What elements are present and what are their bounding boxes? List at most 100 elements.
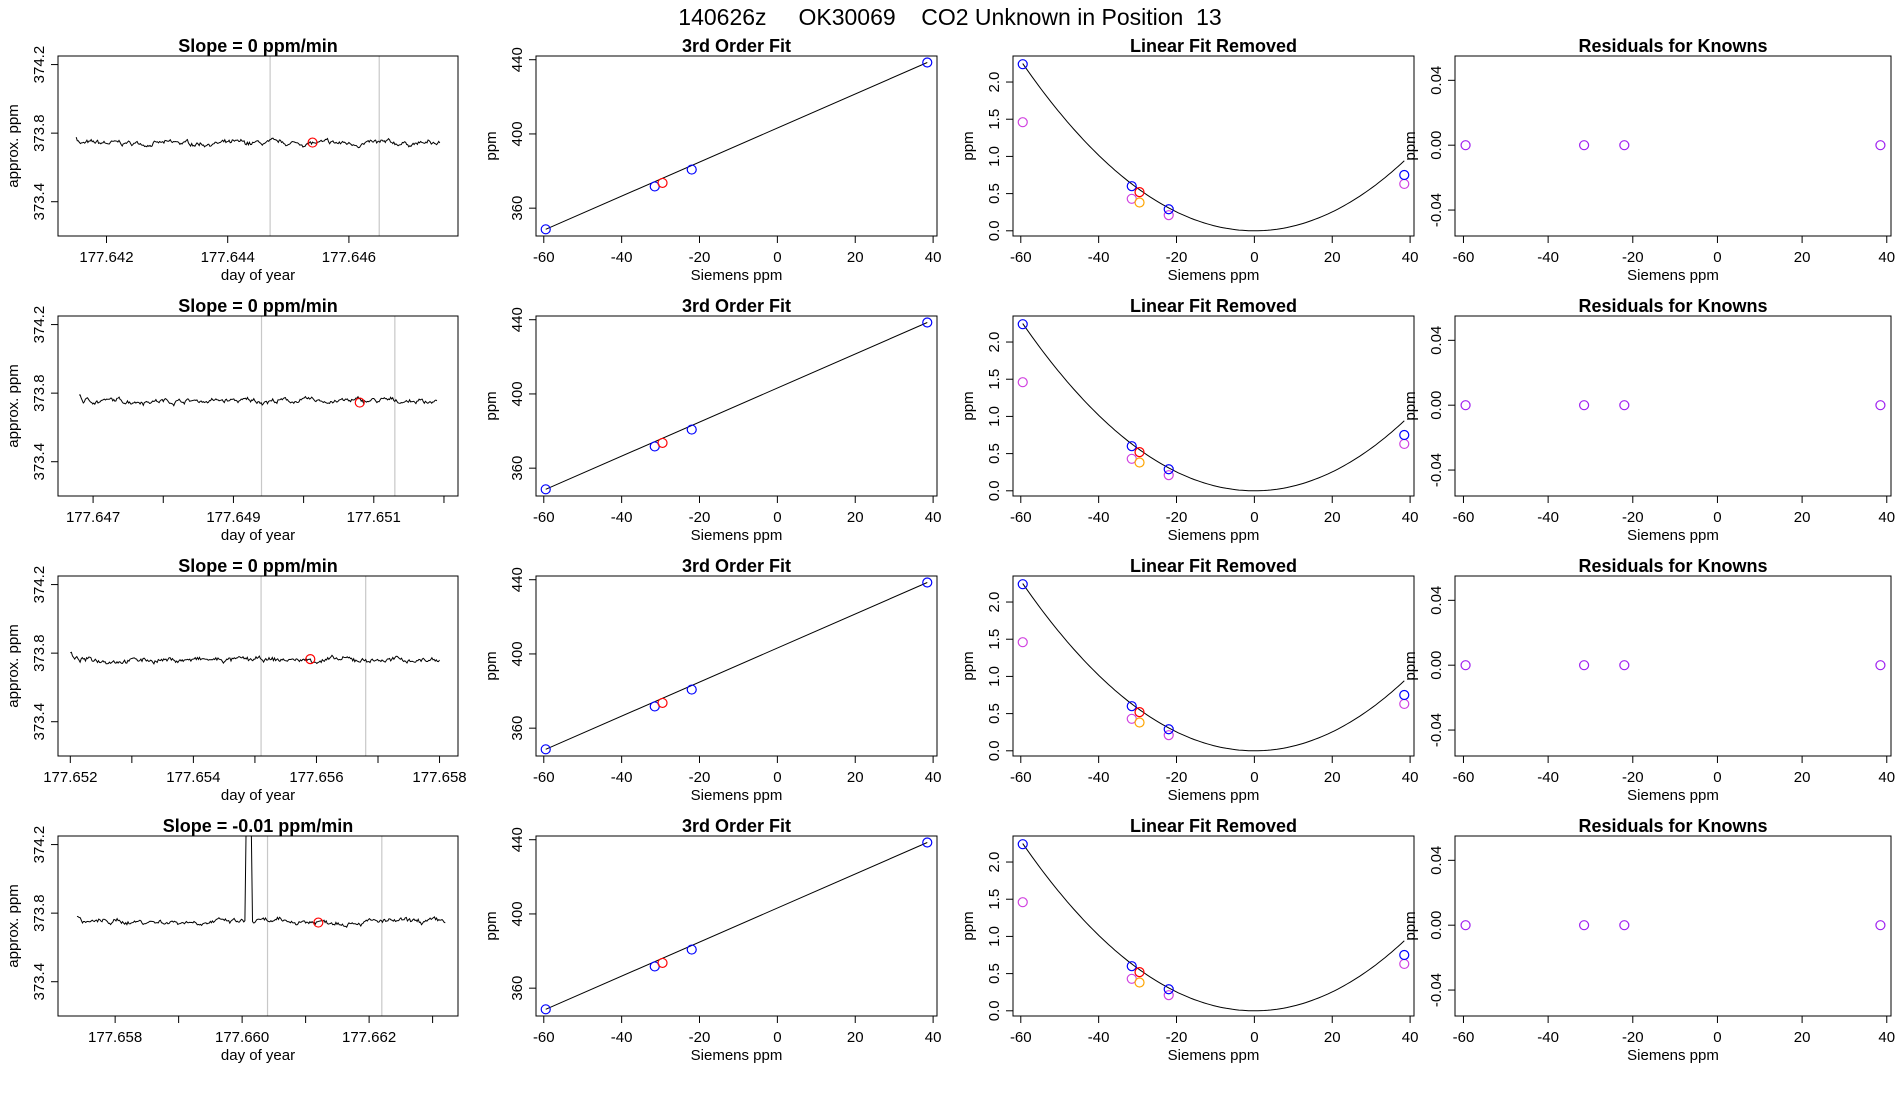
panel-title: Residuals for Knowns <box>1578 296 1767 316</box>
x-axis-label: Siemens ppm <box>1168 267 1260 284</box>
x-tick-label: 40 <box>1402 509 1419 526</box>
x-tick-label: 20 <box>1324 249 1341 266</box>
x-tick-label: 40 <box>1878 509 1895 526</box>
unknown-point <box>1134 707 1145 718</box>
y-axis-label: ppm <box>483 651 500 680</box>
plot-frame <box>57 575 459 757</box>
panel-residuals-row-2: Residuals for Knowns -60 -40 -20 0 20 40 Siemen… <box>1402 296 1895 544</box>
standard-point <box>1163 464 1174 475</box>
x-tick-label: -40 <box>1537 769 1559 786</box>
panel-title: 3rd Order Fit <box>682 816 791 836</box>
y-axis-label: ppm <box>1402 391 1419 420</box>
y-axis-label: ppm <box>960 651 977 680</box>
plot-frame <box>1012 835 1415 1017</box>
plot-frame <box>1454 835 1892 1017</box>
x-tick-label: 0 <box>773 249 781 266</box>
panel-timeseries-row-4: Slope = -0.01 ppm/min 177.658 177.660 177.6… <box>5 816 459 1064</box>
y-tick-label: 0.00 <box>1428 131 1445 160</box>
y-tick-label: 0.04 <box>1428 66 1445 95</box>
x-tick-label: -40 <box>1537 1029 1559 1046</box>
standard-point <box>686 164 697 175</box>
residual-point <box>1875 920 1886 931</box>
y-tick-label: 0.0 <box>986 220 1003 241</box>
plot-frame <box>57 835 459 1017</box>
unknown-marker <box>354 397 365 408</box>
x-axis-label: Siemens ppm <box>691 527 783 544</box>
plot-frame <box>57 315 459 497</box>
panel-fit-row-1: 3rd Order Fit -60 -40 -20 0 20 40 Siemens ppm 36… <box>483 36 941 284</box>
ppm-trace <box>70 651 440 665</box>
y-axis-label: ppm <box>1402 911 1419 940</box>
plot-frame <box>535 55 938 237</box>
y-axis-label: ppm <box>483 911 500 940</box>
residual-point <box>1579 400 1590 411</box>
standard-point <box>1126 961 1137 972</box>
measured-point <box>1163 210 1174 221</box>
quadratic-curve <box>1022 843 1405 1012</box>
x-tick-label: -20 <box>689 769 711 786</box>
x-tick-label: -20 <box>689 249 711 266</box>
standard-point <box>922 317 933 328</box>
standard-point <box>540 224 551 235</box>
x-tick-label: 40 <box>925 249 942 266</box>
x-axis-label: day of year <box>221 527 295 544</box>
unknown-measured-point <box>1134 977 1145 988</box>
x-tick-label: 0 <box>1713 249 1721 266</box>
plot-frame <box>57 55 459 237</box>
panel-title: Residuals for Knowns <box>1578 556 1767 576</box>
panel-timeseries-row-2: Slope = 0 ppm/min 177.647 177.649 177.651 da… <box>5 296 459 544</box>
y-tick-label: 374.2 <box>31 826 48 864</box>
y-axis-label: ppm <box>483 131 500 160</box>
standard-point <box>1017 59 1028 70</box>
x-tick-label: -20 <box>1622 769 1644 786</box>
standard-point <box>1399 169 1410 181</box>
x-axis-label: Siemens ppm <box>1168 1047 1260 1064</box>
y-tick-label: 1.5 <box>986 889 1003 910</box>
residual-point <box>1579 660 1590 671</box>
x-tick-label: -60 <box>1010 249 1032 266</box>
y-tick-label: 0.5 <box>986 183 1003 204</box>
x-tick-label: -40 <box>1537 249 1559 266</box>
x-tick-label: -60 <box>533 769 555 786</box>
x-tick-label: 40 <box>925 509 942 526</box>
measured-point <box>1017 897 1028 908</box>
x-tick-label: 0 <box>1713 769 1721 786</box>
x-tick-label: 177.652 <box>43 769 97 786</box>
unknown-measured-point <box>1134 197 1145 208</box>
x-tick-label: -60 <box>1453 509 1475 526</box>
unknown-point <box>1134 187 1145 198</box>
standard-point <box>922 577 933 588</box>
x-tick-label: 177.662 <box>342 1029 396 1046</box>
residual-point <box>1579 920 1590 931</box>
measured-point <box>1399 698 1410 710</box>
x-tick-label: 0 <box>1250 249 1258 266</box>
standard-point <box>1017 579 1028 590</box>
residual-point <box>1460 140 1471 151</box>
x-axis-label: day of year <box>221 1047 295 1064</box>
x-tick-label: 40 <box>1402 1029 1419 1046</box>
panel-title: Linear Fit Removed <box>1130 556 1297 576</box>
y-axis-label: ppm <box>1402 131 1419 160</box>
y-tick-label: -0.04 <box>1428 973 1445 1007</box>
y-tick-label: 0.04 <box>1428 586 1445 615</box>
y-tick-label: 440 <box>509 47 526 72</box>
residual-point <box>1619 400 1630 411</box>
standard-point <box>1399 949 1410 961</box>
x-tick-label: -20 <box>689 1029 711 1046</box>
measured-point <box>1163 730 1174 741</box>
y-axis-label: approx. ppm <box>5 624 22 707</box>
standard-point <box>1126 441 1137 452</box>
panel-linear-removed-row-2: Linear Fit Removed -60 -40 -20 0 20 40 Siemens … <box>960 296 1418 544</box>
standard-point <box>1163 724 1174 735</box>
y-tick-label: 0.0 <box>986 740 1003 761</box>
unknown-point <box>1134 447 1145 458</box>
residual-point <box>1619 660 1630 671</box>
standard-point <box>1399 429 1410 441</box>
x-tick-label: 177.656 <box>289 769 343 786</box>
plot-frame <box>535 315 938 497</box>
x-tick-label: -40 <box>1537 509 1559 526</box>
plot-frame <box>1454 575 1892 757</box>
standard-point <box>686 684 697 695</box>
residual-point <box>1619 920 1630 931</box>
